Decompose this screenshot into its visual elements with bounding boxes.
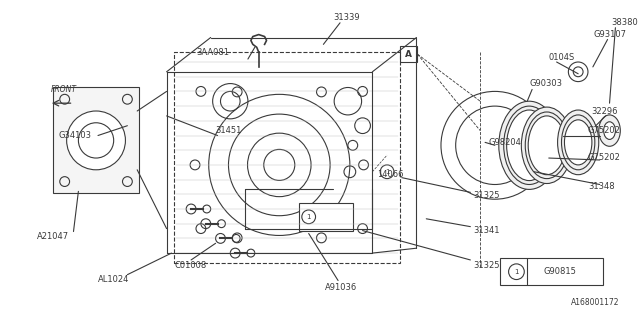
Text: G34103: G34103 bbox=[59, 131, 92, 140]
Text: AL1024: AL1024 bbox=[98, 275, 129, 284]
Text: 14066: 14066 bbox=[378, 170, 404, 179]
FancyBboxPatch shape bbox=[53, 87, 139, 193]
Ellipse shape bbox=[528, 116, 565, 175]
Text: A91036: A91036 bbox=[325, 283, 358, 292]
Ellipse shape bbox=[522, 107, 572, 183]
FancyBboxPatch shape bbox=[299, 203, 353, 230]
Text: C01008: C01008 bbox=[175, 261, 207, 270]
Text: G75202: G75202 bbox=[588, 153, 621, 162]
Text: 31325: 31325 bbox=[474, 191, 500, 200]
Text: G90303: G90303 bbox=[529, 79, 562, 88]
Circle shape bbox=[67, 111, 125, 170]
Text: 31451: 31451 bbox=[216, 126, 242, 135]
Ellipse shape bbox=[604, 122, 616, 140]
Text: 31341: 31341 bbox=[474, 226, 500, 235]
Ellipse shape bbox=[507, 110, 552, 180]
Text: 31325: 31325 bbox=[474, 261, 500, 270]
Text: 38380: 38380 bbox=[611, 18, 638, 27]
Text: 1: 1 bbox=[514, 269, 518, 275]
Text: 31339: 31339 bbox=[333, 13, 360, 22]
Text: 32296: 32296 bbox=[591, 107, 618, 116]
Text: G75202: G75202 bbox=[588, 126, 621, 135]
Text: FRONT: FRONT bbox=[51, 85, 77, 94]
Ellipse shape bbox=[499, 101, 559, 189]
Text: A168001172: A168001172 bbox=[571, 298, 620, 307]
Text: 3AA081: 3AA081 bbox=[196, 48, 229, 57]
Text: G90815: G90815 bbox=[544, 267, 577, 276]
Text: 31348: 31348 bbox=[588, 182, 614, 191]
Text: 1: 1 bbox=[307, 214, 311, 220]
Text: G93107: G93107 bbox=[594, 30, 627, 39]
Ellipse shape bbox=[564, 120, 592, 165]
Ellipse shape bbox=[557, 110, 599, 175]
Text: A: A bbox=[405, 50, 412, 59]
Text: G98204: G98204 bbox=[488, 138, 521, 147]
Text: A21047: A21047 bbox=[37, 232, 69, 241]
Text: 1: 1 bbox=[385, 169, 389, 175]
Ellipse shape bbox=[599, 115, 620, 146]
Text: 0104S: 0104S bbox=[548, 52, 575, 62]
